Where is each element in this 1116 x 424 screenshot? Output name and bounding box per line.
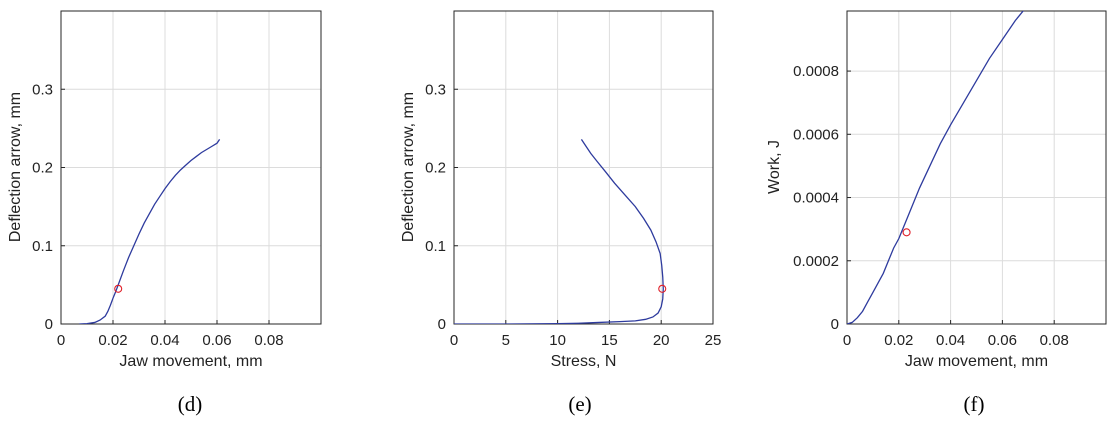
y-axis-label: Deflection arrow, mm	[400, 92, 417, 242]
x-tick-label: 0	[843, 332, 851, 349]
x-tick-label: 0.02	[884, 332, 913, 349]
y-tick-label: 0.2	[425, 160, 446, 177]
caption-d: (d)	[177, 392, 203, 416]
axes-frame	[453, 10, 714, 325]
y-axis-label: Work, J	[766, 140, 783, 194]
x-axis-label: Jaw movement, mm	[119, 353, 262, 370]
data-line	[454, 138, 664, 324]
axes-frame	[60, 10, 322, 325]
x-tick-label: 15	[601, 332, 618, 349]
x-tick-label: 0.04	[150, 332, 179, 349]
x-tick-label: 25	[705, 332, 722, 349]
x-axis-label: Jaw movement, mm	[905, 353, 1048, 370]
x-tick-label: 0.06	[202, 332, 231, 349]
marker-point	[902, 228, 911, 237]
x-tick-label: 0.08	[1040, 332, 1069, 349]
y-tick-label: 0.1	[425, 238, 446, 255]
x-tick-label: 10	[549, 332, 566, 349]
y-tick-label: 0.0002	[793, 253, 839, 270]
data-line	[79, 138, 221, 324]
y-tick-label: 0.0006	[793, 126, 839, 143]
y-tick-label: 0.1	[32, 238, 53, 255]
panel-d: 0 0.02 0.04 0.06 0.08 0 0.1 0.2 0.3 Jaw movement,…	[7, 10, 322, 370]
x-tick-label: 0	[57, 332, 65, 349]
y-tick-label: 0.3	[425, 81, 446, 98]
panel-e: 0 5 10 15 20 25 0 0.1 0.2 0.3 Stress, N Deflection …	[400, 10, 722, 370]
y-tick-label: 0.3	[32, 81, 53, 98]
x-tick-label: 20	[653, 332, 670, 349]
y-tick-label: 0.0008	[793, 63, 839, 80]
axes-frame	[846, 10, 1107, 325]
x-axis-label: Stress, N	[551, 353, 617, 370]
marker-point	[114, 284, 123, 293]
x-tick-label: 0.04	[936, 332, 965, 349]
caption-f: (f)	[963, 392, 985, 416]
plot-area	[847, 11, 1106, 324]
caption-e: (e)	[568, 392, 592, 416]
y-axis-label: Deflection arrow, mm	[7, 92, 24, 242]
y-tick-label: 0	[45, 316, 53, 333]
data-line	[847, 11, 1024, 324]
y-tick-label: 0.2	[32, 160, 53, 177]
marker-point	[658, 284, 667, 293]
panel-f: 0 0.02 0.04 0.06 0.08 0 0.0002 0.0004 0.0006 0.00…	[766, 10, 1107, 370]
x-tick-label: 0	[450, 332, 458, 349]
x-tick-label: 5	[502, 332, 510, 349]
y-tick-label: 0	[438, 316, 446, 333]
y-tick-label: 0	[831, 316, 839, 333]
x-tick-label: 0.08	[254, 332, 283, 349]
x-tick-label: 0.02	[98, 332, 127, 349]
y-tick-label: 0.0004	[793, 190, 839, 207]
x-tick-label: 0.06	[988, 332, 1017, 349]
